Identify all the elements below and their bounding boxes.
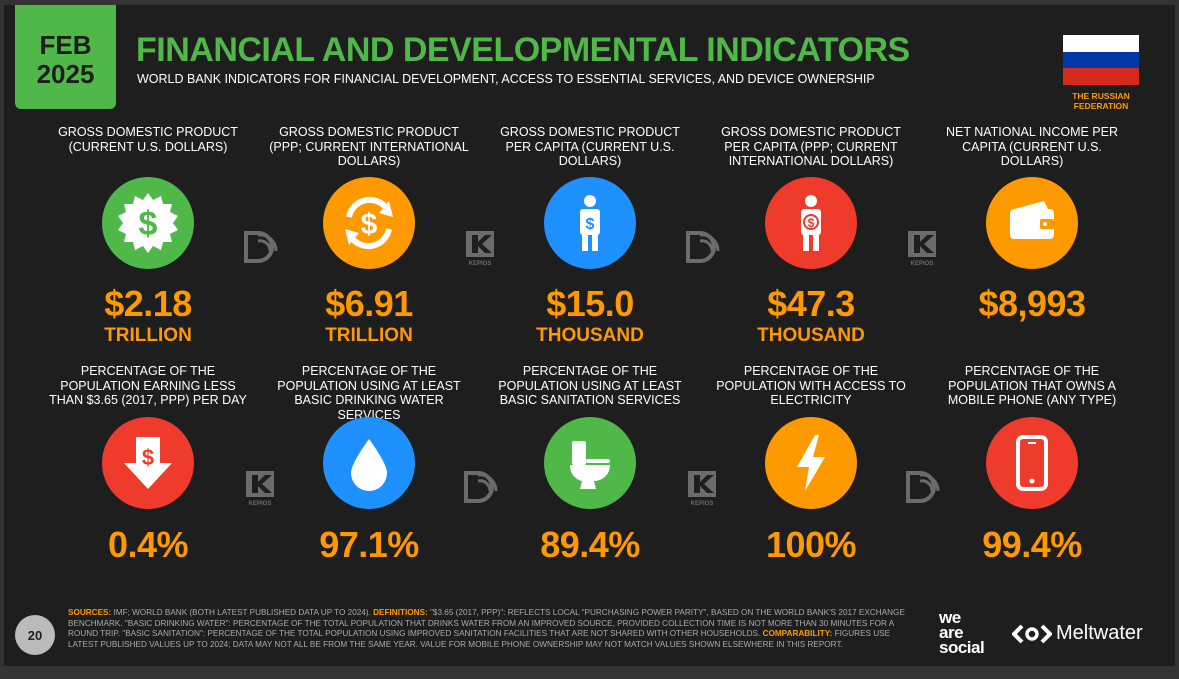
indicator-value: 100% [765, 524, 857, 565]
water-drop-icon [323, 417, 415, 509]
indicator-poverty: PERCENTAGE OF THE POPULATION EARNING LES… [48, 364, 248, 565]
brand-meltwater: Meltwater [1056, 622, 1143, 644]
datareportal-icon [686, 231, 720, 263]
indicator-label: PERCENTAGE OF THE POPULATION THAT OWNS A… [947, 364, 1117, 407]
indicator-unit: THOUSAND [757, 325, 865, 346]
country-line-2: FEDERATION [1073, 101, 1129, 111]
kepios-text: KEPIOS [469, 261, 492, 267]
definitions-key: DEFINITIONS: [373, 608, 428, 617]
person-dollar-icon: $ [544, 177, 636, 269]
indicator-mobile-phone: PERCENTAGE OF THE POPULATION THAT OWNS A… [932, 364, 1132, 565]
indicator-value: $2.18 [104, 283, 192, 324]
datareportal-icon [244, 231, 278, 263]
kepios-icon: KEPIOS [908, 231, 936, 267]
indicator-gdp-usd: GROSS DOMESTIC PRODUCT (CURRENT U.S. DOL… [48, 125, 248, 355]
kepios-icon: KEPIOS [246, 471, 274, 507]
flag-stripe-blue [1063, 51, 1139, 69]
indicator-label: PERCENTAGE OF THE POPULATION USING AT LE… [498, 364, 682, 407]
indicator-value: $15.0 [546, 283, 634, 324]
person-exchange-icon: $ [765, 177, 857, 269]
kepios-text: KEPIOS [911, 261, 934, 267]
indicator-unit: TRILLION [325, 325, 413, 346]
indicator-drinking-water: PERCENTAGE OF THE POPULATION USING AT LE… [269, 364, 469, 565]
sources-text: IMF; WORLD BANK (BOTH LATEST PUBLISHED D… [111, 608, 374, 617]
svg-text:$: $ [808, 216, 815, 230]
indicator-gdp-ppp: GROSS DOMESTIC PRODUCT (PPP; CURRENT INT… [269, 125, 469, 355]
indicator-net-national-income: NET NATIONAL INCOME PER CAPITA (CURRENT … [932, 125, 1132, 355]
lightning-icon [765, 417, 857, 509]
indicator-label: GROSS DOMESTIC PRODUCT PER CAPITA (PPP; … [721, 125, 901, 168]
brand-social: social [939, 638, 985, 657]
meltwater-logo: Meltwater [1012, 622, 1143, 645]
indicator-unit: THOUSAND [536, 325, 644, 346]
indicator-value: 99.4% [982, 524, 1082, 565]
sources-key: SOURCES: [68, 608, 112, 617]
kepios-icon: KEPIOS [466, 231, 494, 267]
footer-notes: SOURCES: IMF; WORLD BANK (BOTH LATEST PU… [68, 608, 918, 650]
country-line-1: THE RUSSIAN [1072, 91, 1130, 101]
date-badge: FEB 2025 [15, 5, 116, 109]
slide: FEB 2025 FINANCIAL AND DEVELOPMENTAL IND… [4, 5, 1175, 666]
dollar-exchange-icon: $ [323, 177, 415, 269]
brand-are: are [939, 623, 964, 642]
indicator-electricity: PERCENTAGE OF THE POPULATION WITH ACCESS… [711, 364, 911, 565]
datareportal-icon [464, 471, 498, 503]
indicator-sanitation: PERCENTAGE OF THE POPULATION USING AT LE… [490, 364, 690, 565]
indicator-gdp-per-capita-usd: GROSS DOMESTIC PRODUCT PER CAPITA (CURRE… [490, 125, 690, 355]
kepios-icon: KEPIOS [688, 471, 716, 507]
kepios-text: KEPIOS [691, 501, 714, 507]
meltwater-icon [1012, 624, 1052, 643]
indicator-value: 0.4% [107, 524, 189, 565]
indicator-value: $6.91 [325, 283, 413, 324]
date-year: 2025 [36, 59, 95, 89]
dollar-badge-icon: $ [102, 177, 194, 269]
svg-text:$: $ [586, 216, 595, 233]
indicator-label: PERCENTAGE OF THE POPULATION EARNING LES… [49, 364, 247, 407]
indicator-gdp-per-capita-ppp: GROSS DOMESTIC PRODUCT PER CAPITA (PPP; … [711, 125, 911, 355]
indicator-label: NET NATIONAL INCOME PER CAPITA (CURRENT … [945, 125, 1118, 168]
datareportal-icon [906, 471, 940, 503]
indicator-label: GROSS DOMESTIC PRODUCT (PPP; CURRENT INT… [269, 125, 469, 168]
dollar-down-arrow-icon: $ [102, 417, 194, 509]
flag-stripe-white [1063, 35, 1139, 52]
page-subtitle: WORLD BANK INDICATORS FOR FINANCIAL DEVE… [137, 72, 875, 86]
svg-text:$: $ [139, 205, 158, 243]
svg-text:$: $ [142, 445, 154, 470]
indicator-value: 97.1% [319, 524, 419, 565]
indicator-label: PERCENTAGE OF THE POPULATION WITH ACCESS… [716, 364, 906, 407]
country-name: THE RUSSIAN FEDERATION [1053, 91, 1149, 111]
comparability-key: COMPARABILITY: [762, 629, 833, 638]
page-number: 20 [15, 615, 55, 655]
indicator-label: GROSS DOMESTIC PRODUCT PER CAPITA (CURRE… [500, 125, 680, 168]
kepios-text: KEPIOS [249, 501, 272, 507]
definitions-text: "$3.65 (2017, PPP)": REFLECTS LOCAL "PUR… [68, 608, 905, 638]
indicator-label: GROSS DOMESTIC PRODUCT (CURRENT U.S. DOL… [58, 125, 238, 154]
brand-we: we [939, 608, 961, 627]
indicator-value: $8,993 [978, 283, 1086, 324]
comparability-text: FIGURES USE LATEST PUBLISHED VALUES UP T… [68, 629, 891, 649]
flag-stripe-red [1063, 68, 1139, 85]
page-title: FINANCIAL AND DEVELOPMENTAL INDICATORS [136, 31, 910, 69]
mobile-phone-icon [986, 417, 1078, 509]
toilet-icon [544, 417, 636, 509]
we-are-social-logo: we are social [939, 608, 985, 657]
wallet-icon [986, 177, 1078, 269]
russia-flag-icon [1063, 35, 1139, 85]
indicator-label: PERCENTAGE OF THE POPULATION USING AT LE… [277, 364, 461, 422]
indicator-value: 89.4% [540, 524, 640, 565]
svg-text:$: $ [361, 208, 378, 241]
indicator-value: $47.3 [767, 283, 855, 324]
indicator-unit: TRILLION [104, 325, 192, 346]
date-month: FEB [39, 30, 92, 60]
